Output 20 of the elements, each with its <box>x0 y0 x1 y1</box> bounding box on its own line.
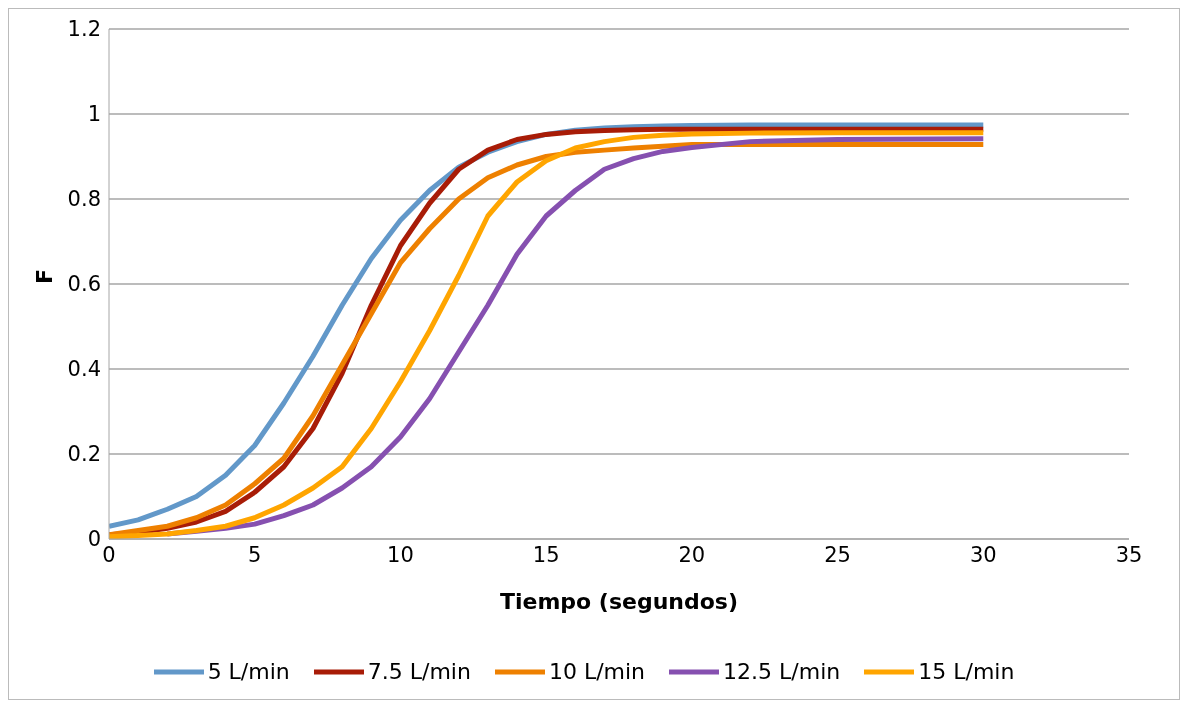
y-axis-title: F <box>31 268 57 284</box>
x-tick-label: 20 <box>678 542 706 567</box>
y-tick-label: 0.2 <box>67 442 101 467</box>
legend-label: 15 L/min <box>918 659 1015 684</box>
x-tick-label: 10 <box>387 542 414 567</box>
x-tick-label: 25 <box>824 542 851 567</box>
legend-label: 12.5 L/min <box>723 659 841 684</box>
x-tick-label: 15 <box>532 542 560 567</box>
y-tick-label: 0.6 <box>67 272 101 297</box>
legend-label: 10 L/min <box>548 659 646 684</box>
y-tick-label: 0.4 <box>67 357 101 382</box>
x-tick-label: 30 <box>969 542 997 567</box>
y-tick-label: 1 <box>87 102 101 127</box>
x-tick-label: 5 <box>248 542 262 567</box>
y-tick-label: 0.8 <box>67 187 101 212</box>
legend-label: 5 L/min <box>207 659 290 684</box>
y-tick-label: 1.2 <box>67 17 101 42</box>
legend-label: 7.5 L/min <box>367 659 471 684</box>
x-axis-title: Tiempo (segundos) <box>499 589 739 614</box>
x-tick-label: 35 <box>1115 542 1143 567</box>
